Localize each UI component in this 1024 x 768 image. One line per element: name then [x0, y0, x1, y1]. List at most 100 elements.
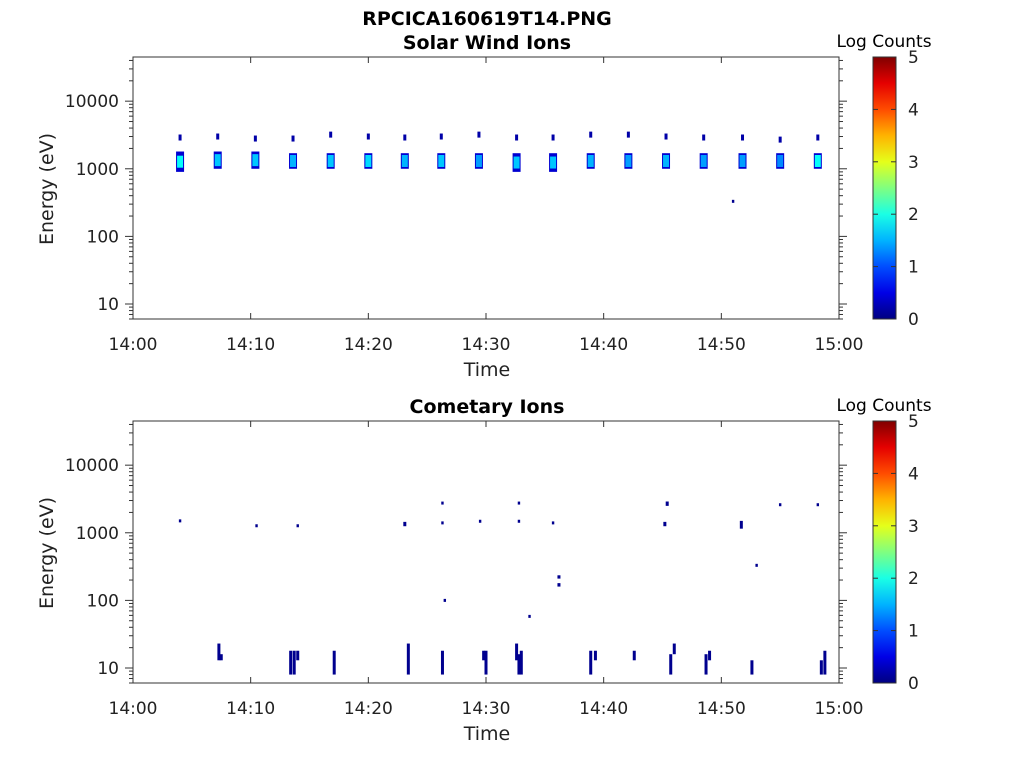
ion-blob [624, 131, 633, 169]
count-bar [739, 520, 743, 529]
x-tick-label: 14:00 [109, 699, 158, 719]
ion-blob [400, 134, 409, 169]
blob-core [587, 154, 594, 167]
x-axis: 14:00 14:10 14:20 14:30 14:40 14:50 15:00 [109, 57, 864, 355]
blob-upper [477, 131, 481, 138]
x-tick-label: 14:50 [697, 335, 746, 355]
count-bar [557, 575, 561, 579]
x-tick-label: 14:40 [579, 335, 628, 355]
x-tick-label: 14:30 [462, 335, 511, 355]
colorbar-title: Log Counts [836, 396, 931, 416]
blob-upper [253, 135, 257, 142]
ion-blob [549, 134, 558, 172]
count-bar [823, 650, 827, 675]
ion-blob [474, 131, 483, 169]
y-tick-label: 100 [87, 591, 119, 611]
y-tick-label: 1000 [76, 524, 119, 544]
count-bar [672, 643, 676, 655]
x-axis: 14:00 14:10 14:20 14:30 14:40 14:50 15:00 [109, 421, 864, 719]
count-bar [589, 650, 593, 675]
blob-core [550, 156, 557, 169]
figure-title: RPCICA160619T14.PNG [362, 8, 612, 30]
count-point [178, 519, 182, 523]
ion-blob [437, 133, 446, 169]
colorbar-gradient [872, 56, 897, 320]
blob-core [663, 154, 670, 167]
colorbar-tick-label: 1 [908, 258, 919, 278]
y-tick-label: 1000 [76, 160, 119, 180]
blob-upper [216, 133, 220, 140]
ion-blob [776, 136, 785, 169]
y-tick-label: 10 [97, 295, 119, 315]
solar-wind-ions-panel: Solar Wind Ions Time Energy (eV) Log Cou… [36, 32, 932, 381]
count-point [441, 521, 444, 525]
count-bar [750, 660, 754, 675]
count-bar [292, 650, 296, 675]
count-point [443, 598, 447, 602]
ion-blob [662, 133, 671, 169]
count-bar [482, 650, 486, 661]
blob-core [401, 154, 408, 167]
colorbar-tick-label: 2 [908, 569, 919, 589]
blob-core [475, 154, 482, 167]
x-tick-label: 15:00 [815, 335, 864, 355]
count-bar [819, 660, 823, 675]
count-bar [219, 654, 223, 661]
blob-core [814, 154, 821, 167]
colorbar-tick-label: 5 [908, 48, 919, 68]
colorbar-tick-label: 4 [908, 100, 919, 120]
count-bar [484, 650, 488, 675]
blob-upper [178, 134, 182, 141]
blob-core [513, 156, 520, 169]
count-bar [708, 650, 712, 661]
x-tick-label: 14:20 [344, 699, 393, 719]
count-bar [296, 650, 300, 661]
blob-upper [439, 133, 443, 140]
blob-core [252, 154, 259, 167]
y-tick-label: 10000 [65, 92, 119, 112]
blob-core [625, 154, 632, 167]
y-axis-label: Energy (eV) [36, 497, 58, 609]
blob-upper [702, 134, 706, 141]
count-point [528, 614, 531, 618]
x-tick-label: 14:30 [462, 699, 511, 719]
count-bar [663, 521, 667, 527]
x-tick-label: 14:20 [344, 335, 393, 355]
count-bar [403, 521, 407, 527]
x-tick-label: 14:00 [109, 335, 158, 355]
count-point [478, 519, 482, 523]
ion-blob [813, 134, 822, 169]
blob-core [177, 155, 184, 168]
blob-core [214, 154, 221, 167]
colorbar-tick-label: 2 [908, 205, 919, 225]
count-point [255, 524, 258, 528]
blob-core [290, 154, 297, 167]
colorbar-gradient [872, 420, 897, 684]
blob-core [739, 154, 746, 167]
blob-core [438, 154, 445, 167]
count-point [517, 501, 521, 505]
ion-blob [512, 134, 521, 172]
y-tick-label: 10000 [65, 456, 119, 476]
ion-blob [251, 135, 260, 169]
colorbar-tick-label: 3 [908, 517, 919, 537]
count-point [517, 519, 521, 523]
y-tick-label: 10 [97, 659, 119, 679]
colorbar-tick-label: 0 [908, 674, 919, 694]
count-point [441, 501, 444, 505]
count-bar [515, 643, 519, 661]
ion-blob [289, 135, 298, 169]
count-bar [704, 654, 708, 675]
blob-upper [515, 134, 519, 141]
panel-title: Cometary Ions [410, 396, 565, 418]
colorbar-tick-label: 5 [908, 412, 919, 432]
x-axis-label: Time [463, 723, 511, 745]
blob-core [327, 154, 334, 167]
colorbar-tick-label: 4 [908, 464, 919, 484]
colorbar: 0 1 2 3 4 5 [872, 48, 919, 330]
count-bar [406, 643, 410, 675]
blob-upper [664, 133, 668, 140]
ion-blob [364, 133, 373, 169]
ion-blob [699, 134, 708, 169]
